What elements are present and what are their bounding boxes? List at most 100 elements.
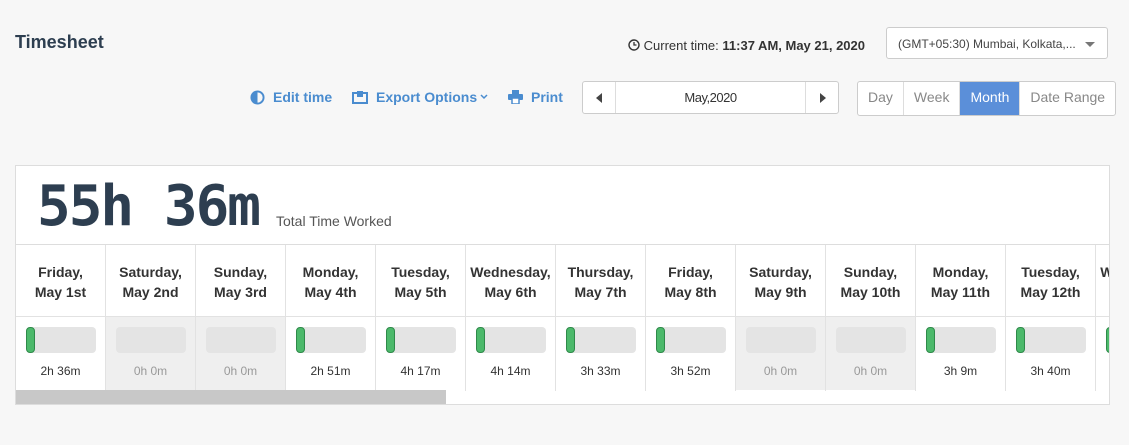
view-switcher: Day Week Month Date Range [857, 81, 1117, 116]
day-body: 0h 0m [736, 317, 825, 390]
progress-fill [1106, 327, 1109, 353]
day-name: Monday, [932, 264, 989, 280]
day-time: 2h 51m [310, 364, 351, 378]
next-arrow [819, 92, 826, 103]
scrollbar-thumb[interactable] [16, 390, 446, 404]
day-name: Friday, [668, 264, 713, 280]
day-date: May 5th [394, 284, 447, 300]
view-option[interactable]: Month [959, 82, 1020, 115]
progress-track [836, 327, 906, 353]
day-column: Monday, May 4th 2h 51m [286, 245, 376, 391]
day-body: 2h 51m [286, 317, 375, 390]
current-time-value: 11:37 AM, May 21, 2020 [722, 38, 865, 53]
date-navigator: May,2020 [582, 81, 839, 114]
progress-track [386, 327, 456, 353]
day-date: May 7th [574, 284, 627, 300]
day-header: Friday, May 1st [16, 245, 105, 317]
day-column: Sunday, May 3rd 0h 0m [196, 245, 286, 391]
day-header: Sunday, May 3rd [196, 245, 285, 317]
day-body: 3h 9m [916, 317, 1005, 390]
day-column: Tuesday, May 5th 4h 17m [376, 245, 466, 391]
day-header: Wednesday, [1096, 245, 1109, 317]
day-body: 0h 0m [826, 317, 915, 390]
day-date: May 1st [34, 284, 87, 300]
day-time: 3h 40m [1030, 364, 1071, 378]
day-header: Monday, May 11th [916, 245, 1005, 317]
clock-icon [628, 39, 640, 51]
progress-fill [386, 327, 395, 353]
view-option[interactable]: Date Range [1019, 82, 1115, 115]
day-name: Monday, [302, 264, 359, 280]
day-time: 3h 33m [580, 364, 621, 378]
progress-fill [926, 327, 935, 353]
current-time: Current time: 11:37 AM, May 21, 2020 [628, 38, 865, 53]
day-body: 3h 33m [556, 317, 645, 390]
day-time: 2h 36m [40, 364, 81, 378]
day-time: 0h 0m [763, 364, 798, 378]
progress-fill [1016, 327, 1025, 353]
progress-track [476, 327, 546, 353]
total-time: 55h 36m [37, 174, 261, 239]
day-date: May 2nd [122, 284, 179, 300]
print-button[interactable]: Print [508, 89, 563, 105]
day-header: Sunday, May 10th [826, 245, 915, 317]
progress-track [926, 327, 996, 353]
day-name: Thursday, [567, 264, 634, 280]
day-date: May 11th [930, 284, 991, 300]
day-column: Saturday, May 9th 0h 0m [736, 245, 826, 391]
progress-fill [566, 327, 575, 353]
day-column: Friday, May 8th 3h 52m [646, 245, 736, 391]
edit-time-button[interactable]: Edit time [250, 89, 332, 105]
export-button[interactable]: Export Options [352, 89, 488, 105]
progress-track [746, 327, 816, 353]
progress-track [206, 327, 276, 353]
day-name: Sunday, [843, 264, 898, 280]
day-name: Saturday, [749, 264, 812, 280]
day-time: 4h 14m [490, 364, 531, 378]
next-button[interactable] [806, 82, 838, 113]
day-body [1096, 317, 1109, 390]
progress-fill [296, 327, 305, 353]
day-column: Saturday, May 2nd 0h 0m [106, 245, 196, 391]
day-body: 0h 0m [196, 317, 285, 390]
day-body: 0h 0m [106, 317, 195, 390]
progress-track [1016, 327, 1086, 353]
prev-button[interactable] [583, 82, 615, 113]
day-body: 3h 40m [1006, 317, 1095, 390]
day-name: Wednesday, [470, 264, 551, 280]
progress-fill [476, 327, 485, 353]
day-name: Friday, [38, 264, 83, 280]
progress-track [26, 327, 96, 353]
progress-track [116, 327, 186, 353]
day-columns: Friday, May 1st 2h 36m Saturday, May 2nd 0h 0… [16, 244, 1109, 391]
day-body: 4h 14m [466, 317, 555, 390]
day-column: Thursday, May 7th 3h 33m [556, 245, 646, 391]
day-time: 3h 52m [670, 364, 711, 378]
print-icon [508, 90, 523, 104]
prev-arrow [595, 92, 602, 103]
progress-fill [656, 327, 665, 353]
day-name: Saturday, [119, 264, 182, 280]
page-title: Timesheet [15, 32, 104, 52]
day-header: Thursday, May 7th [556, 245, 645, 317]
progress-track [296, 327, 366, 353]
current-time-label: Current time: [643, 38, 719, 53]
day-column: Tuesday, May 12th 3h 40m [1006, 245, 1096, 391]
period-label[interactable]: May,2020 [615, 82, 806, 113]
export-label: Export Options [376, 89, 478, 105]
day-time: 4h 17m [400, 364, 441, 378]
day-name: Wednesday, [1096, 262, 1109, 282]
day-time: 0h 0m [133, 364, 168, 378]
progress-track [656, 327, 726, 353]
day-date: May 9th [754, 284, 807, 300]
day-column: Monday, May 11th 3h 9m [916, 245, 1006, 391]
timezone-select[interactable]: (GMT+05:30) Mumbai, Kolkata,... [886, 27, 1108, 59]
day-column: Wednesday, May 6th 4h 14m [466, 245, 556, 391]
edit-icon [250, 89, 265, 105]
print-label: Print [531, 89, 563, 105]
day-header: Saturday, May 2nd [106, 245, 195, 317]
view-option[interactable]: Week [902, 82, 960, 115]
view-option[interactable]: Day [868, 89, 893, 105]
caret [480, 94, 488, 100]
